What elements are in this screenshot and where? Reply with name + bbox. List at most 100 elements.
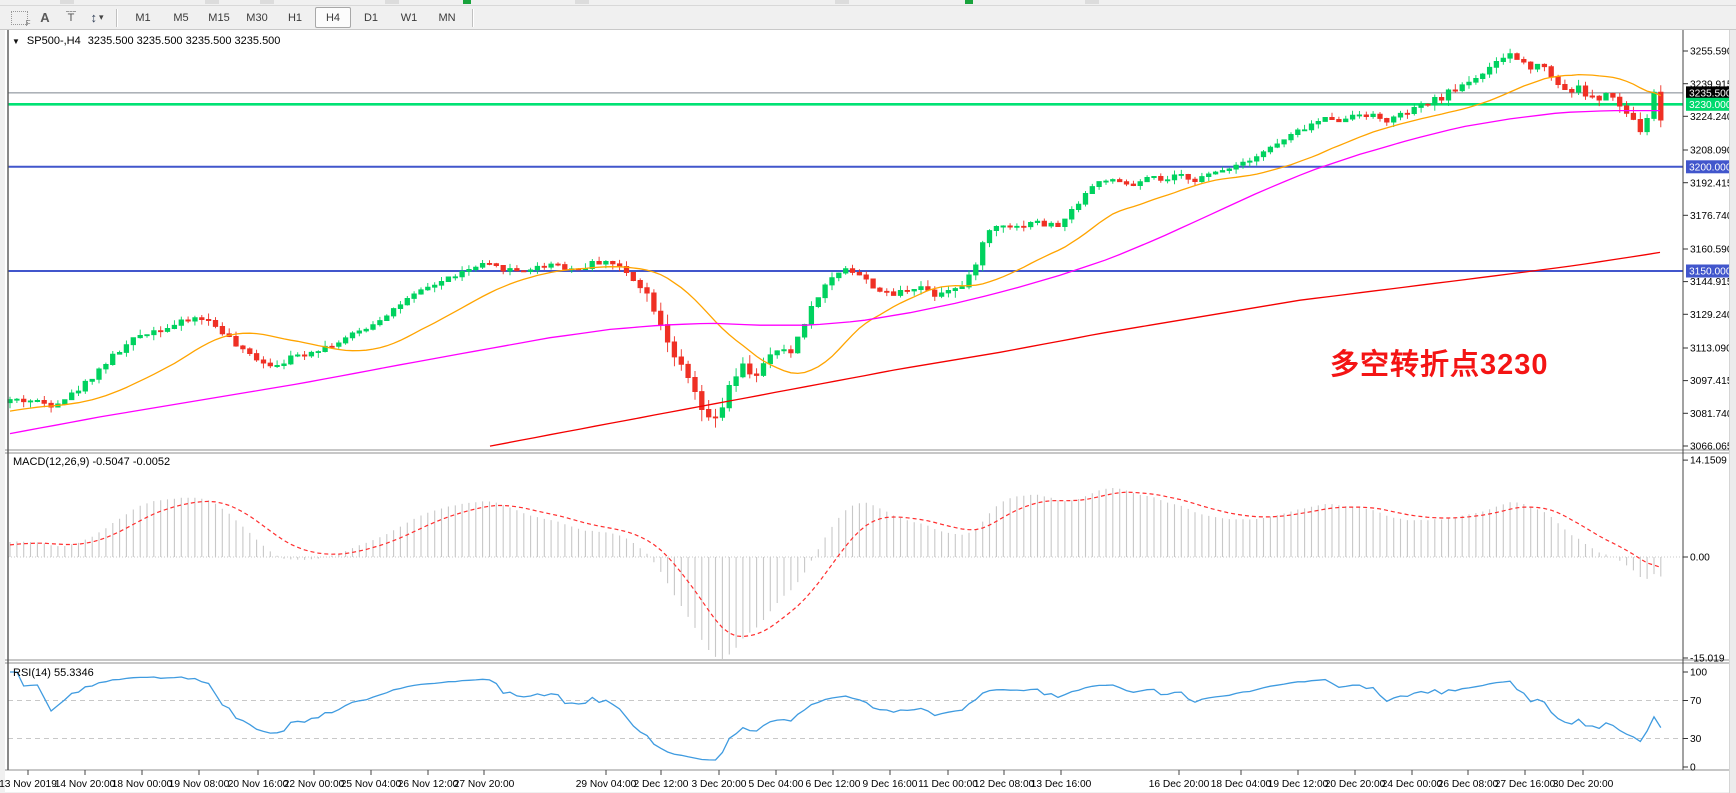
time-axis-label: 19 Nov 08:00 (169, 779, 230, 790)
macd-histogram (9, 488, 1662, 659)
time-axis-label: 26 Nov 12:00 (398, 779, 459, 790)
text-tool-icon: T (65, 11, 77, 24)
price-axis: 3255.590 3239.915 3224.240 3208.090 3192.415… (1683, 47, 1733, 453)
timeframe-button-M5[interactable]: M5 (173, 11, 189, 24)
price-badge (1686, 97, 1729, 111)
collapse-triangle-icon[interactable]: ▼ (12, 36, 20, 46)
candles-layer (7, 48, 1664, 428)
price-axis-label: 3129.240 (1690, 310, 1733, 321)
ma-red-line (489, 251, 1661, 447)
price-axis-label: 3113.090 (1690, 344, 1732, 355)
cropped-toolbar-strip (0, 0, 1736, 6)
time-axis-label: 27 Nov 20:00 (454, 779, 515, 790)
text-label-button[interactable]: T (59, 8, 83, 28)
ohlc-values: 3235.500 3235.500 3235.500 3235.500 (87, 35, 281, 47)
price-badge-label: 3200.000 (1689, 162, 1732, 173)
bearish-candles (21, 52, 1664, 428)
macd-axis-label: 14.1509 (1690, 456, 1727, 467)
time-axis-label: 29 Nov 04:00 (576, 779, 637, 790)
time-axis-label: 19 Dec 12:00 (1268, 779, 1329, 790)
timeframe-button-W1[interactable]: W1 (400, 11, 418, 24)
symbol-period-label: SP500-,H4 (26, 35, 81, 47)
toolbar-separator (472, 8, 474, 27)
price-axis-label: 3160.590 (1690, 245, 1733, 256)
rsi-pane (8, 671, 1683, 761)
macd-indicator-label: MACD(12,26,9) -0.5047 -0.0052 (13, 456, 171, 468)
time-axis-label: 20 Dec 20:00 (1325, 779, 1386, 790)
price-axis-label: 3224.240 (1690, 112, 1733, 123)
ma-orange-line (9, 73, 1662, 412)
price-axis-label: 3192.415 (1690, 178, 1733, 189)
toolbar-fragment-green (965, 0, 973, 4)
timeframe-button-M30[interactable]: M30 (246, 11, 268, 24)
price-axis-label: 3081.740 (1690, 409, 1733, 420)
price-badge-label: 3150.000 (1689, 267, 1732, 278)
time-axis-label: 5 Dec 04:00 (749, 779, 804, 790)
time-axis-label: 14 Nov 20:00 (55, 779, 116, 790)
time-axis-label: 12 Dec 08:00 (974, 779, 1035, 790)
toolbar-fragment (260, 0, 274, 4)
price-badge (1686, 264, 1729, 278)
toolbar-fragment (60, 0, 74, 4)
timeframe-button-H1[interactable]: H1 (287, 11, 303, 24)
macd-pane (8, 488, 1683, 659)
time-axis-label: 2 Dec 12:00 (634, 779, 689, 790)
draw-arrows-icon: ↕ (90, 10, 97, 25)
price-axis-label: 3097.415 (1690, 376, 1733, 387)
macd-axis: 14.1509 0.00 -15.019 (1683, 456, 1727, 665)
time-axis-label: 18 Dec 04:00 (1211, 779, 1272, 790)
time-axis-label: 25 Nov 04:00 (341, 779, 402, 790)
toolbar-fragment-green (463, 0, 471, 4)
toolbar-fragment (835, 0, 849, 4)
timeframe-button-M15[interactable]: M15 (208, 11, 230, 24)
rsi-axis-label: 30 (1690, 734, 1702, 745)
font-button[interactable]: A (33, 8, 57, 28)
price-badge (1686, 86, 1729, 100)
toolbar-fragment (575, 0, 589, 4)
rsi-line (10, 671, 1662, 761)
rsi-axis-label: 70 (1690, 696, 1702, 707)
price-badge (1686, 160, 1729, 174)
toolbar-fragment (205, 0, 219, 4)
price-axis-label: 3255.590 (1690, 47, 1733, 58)
price-axis-label: 3066.065 (1690, 442, 1733, 453)
ma-magenta-line (9, 109, 1660, 435)
time-axis-label: 24 Dec 00:00 (1382, 779, 1443, 790)
timeframe-button-MN[interactable]: MN (438, 11, 456, 24)
price-axis-label: 3176.740 (1690, 211, 1733, 222)
bullish-candles (7, 48, 1657, 421)
time-axis-label: 20 Nov 16:00 (228, 779, 289, 790)
chart-background (5, 29, 1730, 792)
rsi-axis-label: 0 (1690, 763, 1696, 774)
price-badge-label: 3230.000 (1689, 100, 1732, 111)
time-axis-label: 26 Dec 08:00 (1438, 779, 1499, 790)
time-axis-label: 6 Dec 12:00 (806, 779, 861, 790)
time-axis-label: 13 Dec 16:00 (1031, 779, 1092, 790)
price-axis-label: 3208.090 (1690, 146, 1733, 157)
macd-signal-line (9, 491, 1661, 638)
time-axis-label: 18 Nov 00:00 (112, 779, 173, 790)
rsi-indicator-label: RSI(14) 55.3346 (13, 667, 94, 679)
time-axis-label: 11 Dec 00:00 (918, 779, 978, 790)
dropdown-caret-icon: ▾ (98, 12, 104, 22)
grid-dotted-icon: F (10, 10, 31, 28)
crosshair-grid-button[interactable]: F (7, 8, 31, 28)
drawing-tools-button[interactable]: ↕ ▾ (85, 8, 109, 28)
timeframe-button-H4[interactable]: H4 (315, 7, 351, 28)
window-right-edge (1729, 30, 1736, 793)
annotation-text[interactable]: 多空转折点3230 (1330, 349, 1549, 381)
time-axis-label: 13 Nov 2019 (0, 779, 57, 790)
timeframe-button-D1[interactable]: D1 (363, 11, 379, 24)
price-badge-label: 3235.500 (1689, 89, 1732, 100)
toolbar-fragment (385, 0, 399, 4)
time-axis-label: 9 Dec 16:00 (863, 779, 918, 790)
chart-title[interactable]: ▼ SP500-,H4 3235.500 3235.500 3235.500 3… (12, 35, 280, 47)
time-axis-label: 3 Dec 20:00 (692, 779, 747, 790)
toolbar-separator (116, 8, 118, 27)
toolbar-fragment (1085, 0, 1099, 4)
time-axis-label: 30 Dec 20:00 (1553, 779, 1614, 790)
font-a-icon: A (40, 10, 50, 25)
timeframe-button-M1[interactable]: M1 (135, 11, 151, 24)
